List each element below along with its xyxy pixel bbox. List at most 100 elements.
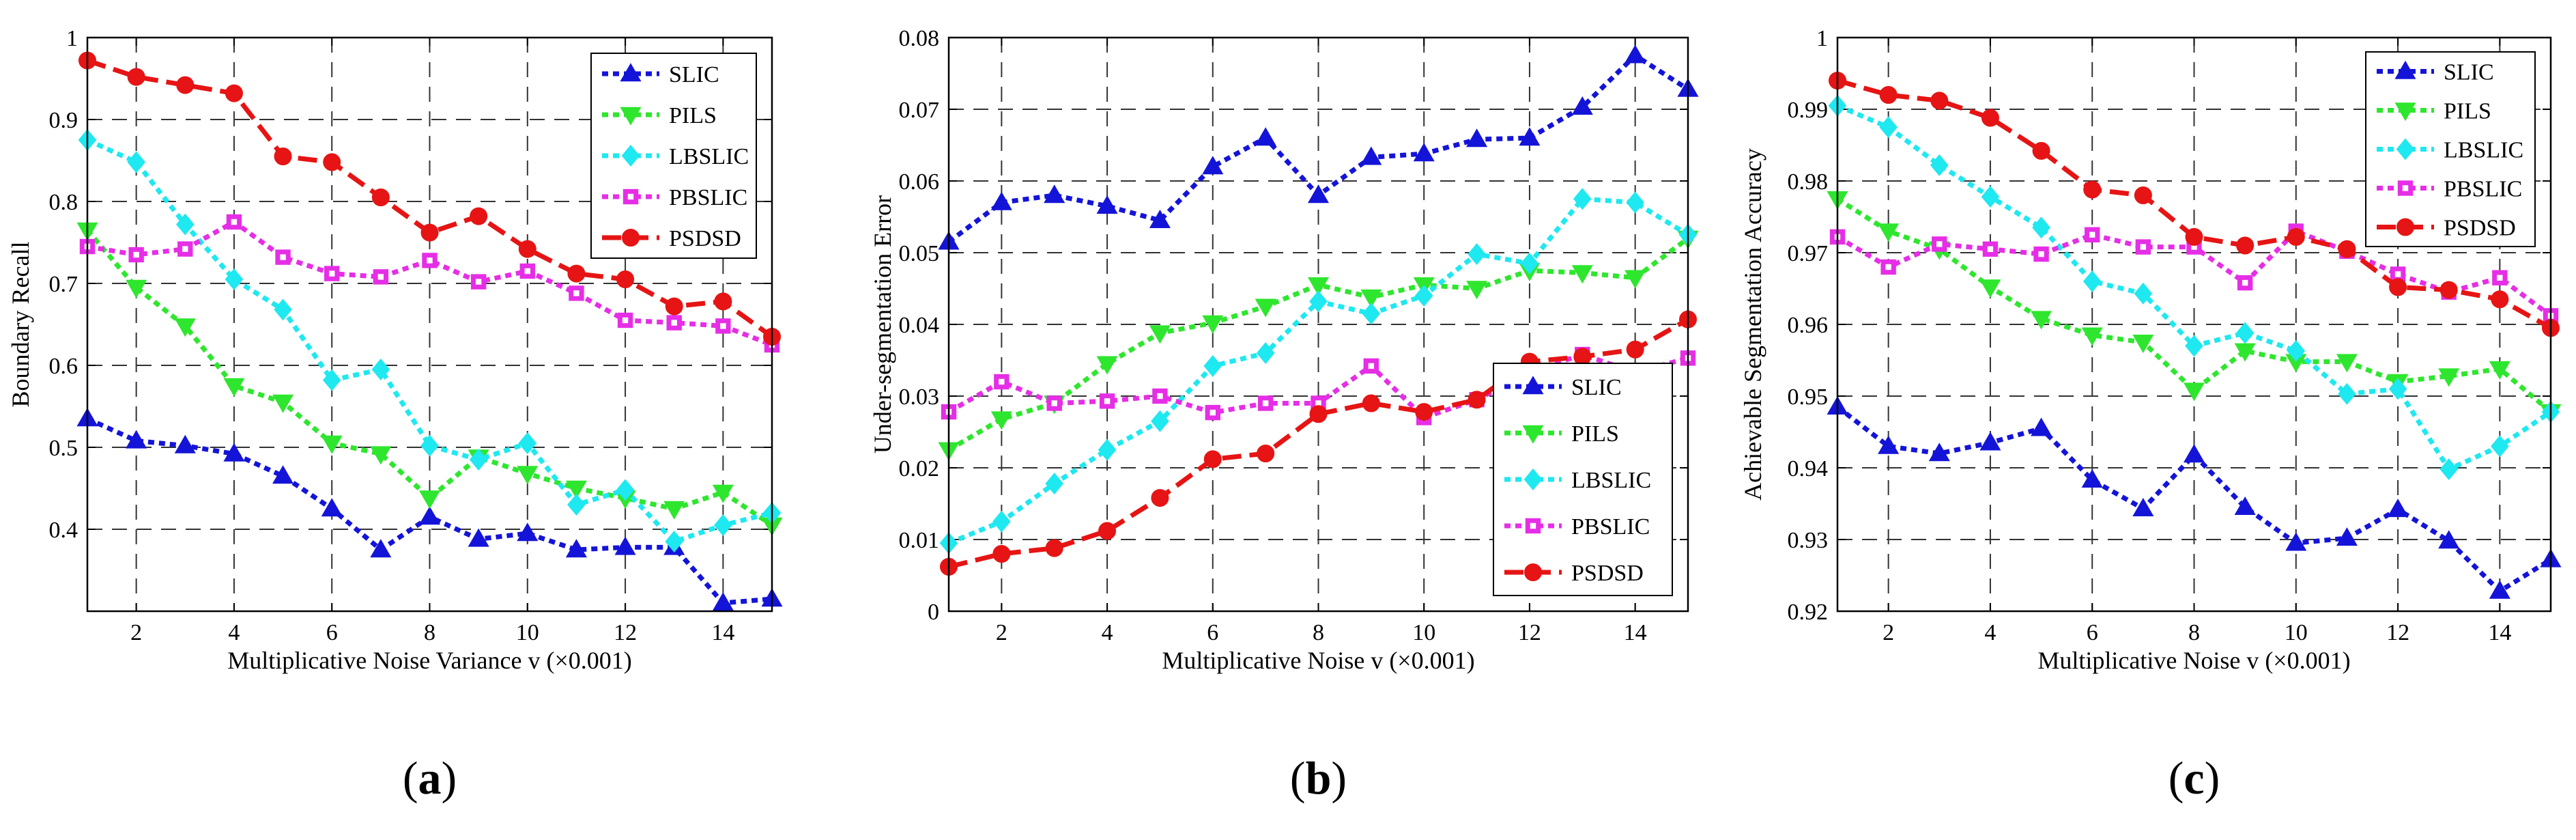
data-point-lbslic xyxy=(175,213,195,236)
legend-entry-pbslic: PBSLIC xyxy=(1571,514,1650,540)
y-tick-label: 0.92 xyxy=(1788,600,1829,625)
data-point-lbslic xyxy=(1573,188,1592,210)
data-point-slic xyxy=(2489,580,2510,599)
data-point-pbslic-hole xyxy=(475,279,482,285)
data-point-lbslic xyxy=(2134,282,2153,305)
x-tick-label: 12 xyxy=(1518,620,1541,645)
data-point-pbslic-hole xyxy=(2394,271,2401,277)
data-point-slic xyxy=(614,536,636,555)
x-tick-label: 2 xyxy=(996,620,1007,645)
data-point-pbslic-hole xyxy=(671,320,677,326)
x-tick-label: 6 xyxy=(2087,620,2098,645)
data-point-pils xyxy=(1255,298,1276,318)
data-point-pbslic-hole xyxy=(2038,251,2044,257)
y-tick-label: 0.95 xyxy=(1788,384,1829,410)
data-point-lbslic xyxy=(2491,435,2509,458)
x-tick-label: 6 xyxy=(1207,620,1218,645)
y-tick-label: 0.6 xyxy=(49,354,78,379)
legend-entry-pils: PILS xyxy=(669,103,717,128)
x-tick-label: 12 xyxy=(614,620,637,645)
legend-marker-slic xyxy=(620,63,642,82)
series-line-pbslic xyxy=(87,219,773,348)
axes-frame xyxy=(947,36,1689,613)
data-point-pils xyxy=(712,484,734,503)
data-point-pils xyxy=(1878,223,1900,242)
legend: SLIC PILS LBSLIC PBSLIC PSDSD xyxy=(590,53,757,259)
data-point-pils xyxy=(2132,335,2154,354)
y-tick-label: 0.06 xyxy=(899,169,940,195)
data-point-psdsd xyxy=(1098,522,1117,540)
y-tick-label: 0.5 xyxy=(49,436,78,461)
data-point-lbslic xyxy=(2083,270,2102,292)
x-tick-label: 10 xyxy=(516,620,539,645)
data-point-slic xyxy=(2132,498,2154,517)
data-point-pils xyxy=(1466,281,1488,300)
y-tick-label: 0.96 xyxy=(1788,313,1829,338)
data-point-psdsd xyxy=(1468,391,1486,409)
x-axis-label: Multiplicative Noise Variance v (×0.001) xyxy=(227,647,632,674)
legend-entry-psdsd: PSDSD xyxy=(2444,216,2516,241)
x-tick-label: 4 xyxy=(1102,620,1113,645)
data-point-slic xyxy=(418,506,441,525)
y-axis-label: Under-segmentation Error xyxy=(869,195,896,453)
data-point-pils xyxy=(370,446,392,465)
data-point-lbslic xyxy=(1520,252,1539,275)
data-point-psdsd xyxy=(2287,227,2305,246)
legend-marker-psdsd xyxy=(1524,563,1542,581)
data-point-lbslic xyxy=(1203,354,1222,377)
y-tick-label: 0.04 xyxy=(899,313,940,338)
x-tick-label: 10 xyxy=(2285,620,2308,645)
legend: SLIC PILS LBSLIC PBSLIC PSDSD xyxy=(1493,363,1673,596)
chart-panel-b: 2 4 6 8 10 12 14 0 0.01 0.02 0.03 0.04 0.05 0.06 0.07 0… xyxy=(869,26,1699,804)
legend-box xyxy=(2365,51,2536,247)
data-point-psdsd xyxy=(225,84,243,102)
data-point-slic xyxy=(321,498,343,517)
data-point-pbslic-hole xyxy=(524,268,530,275)
y-tick-label: 0.02 xyxy=(899,456,940,481)
data-point-pils xyxy=(1625,270,1646,289)
data-point-lbslic xyxy=(2185,335,2203,357)
x-axis-label: Multiplicative Noise v (×0.001) xyxy=(1162,647,1474,674)
data-point-lbslic xyxy=(469,449,488,471)
data-point-lbslic xyxy=(2439,458,2459,481)
legend-box xyxy=(1493,363,1673,596)
legend-marker-pbslic-hole xyxy=(1530,522,1536,529)
data-point-pils xyxy=(1202,315,1224,334)
y-axis-label: Boundary Recall xyxy=(7,242,34,408)
data-point-psdsd xyxy=(420,223,439,242)
data-point-slic xyxy=(2285,532,2307,551)
x-tick-label: 14 xyxy=(1624,620,1647,645)
data-point-slic xyxy=(2081,469,2103,488)
legend-entry-psdsd: PSDSD xyxy=(1571,561,1644,586)
data-point-pils xyxy=(1360,289,1382,308)
data-point-pils xyxy=(2234,343,2256,362)
data-point-lbslic xyxy=(2032,216,2050,239)
data-point-psdsd xyxy=(2491,290,2509,309)
data-point-slic xyxy=(126,430,147,449)
data-point-pbslic-hole xyxy=(622,317,629,324)
data-point-psdsd xyxy=(1257,445,1275,462)
data-point-psdsd xyxy=(2134,186,2152,204)
series-line-lbslic xyxy=(86,137,773,544)
data-point-pils xyxy=(990,411,1012,430)
y-tick-label: 0.05 xyxy=(899,241,940,266)
data-point-lbslic xyxy=(1981,186,2000,208)
x-axis-label: Multiplicative Noise v (×0.001) xyxy=(2037,647,2350,674)
data-point-pils xyxy=(2081,327,2103,346)
data-point-psdsd xyxy=(1045,539,1063,557)
data-point-pils xyxy=(2438,368,2460,387)
data-point-pbslic-hole xyxy=(280,254,286,260)
data-point-pbslic-hole xyxy=(1051,400,1057,406)
data-point-lbslic xyxy=(322,369,341,391)
data-point-slic xyxy=(1928,443,1950,462)
legend: SLIC PILS LBSLIC PBSLIC PSDSD xyxy=(2365,51,2536,247)
panel-label: (c) xyxy=(2169,752,2220,804)
x-tick-label: 8 xyxy=(2188,620,2200,645)
data-point-pils xyxy=(126,279,147,298)
data-point-pils xyxy=(418,490,441,509)
data-point-slic xyxy=(1625,44,1646,64)
data-point-psdsd xyxy=(1415,403,1433,421)
data-point-lbslic xyxy=(1151,410,1169,432)
data-point-pbslic-hole xyxy=(133,251,139,258)
